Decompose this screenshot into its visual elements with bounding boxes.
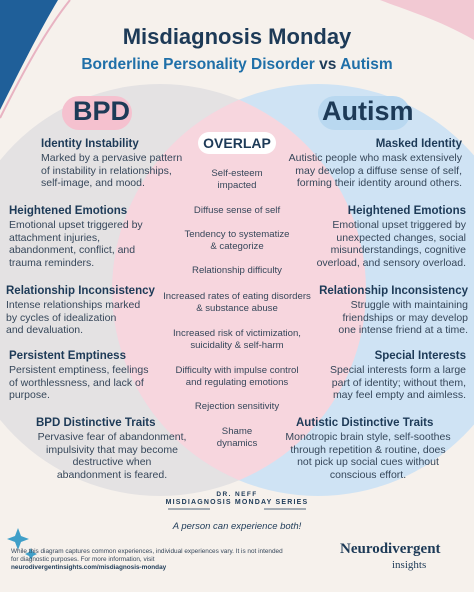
sparkle-icon <box>7 528 37 560</box>
disclaimer-link[interactable]: neurodivergentinsights.com/misdiagnosis-… <box>11 564 167 572</box>
disclaimer: While this diagram captures common exper… <box>11 548 291 573</box>
bpd-item-title: BPD Distinctive Traits <box>36 417 156 429</box>
overlap-item: Diffuse sense of self <box>193 205 281 216</box>
overlap-item: Self-esteem impacted <box>211 168 263 191</box>
subtitle-vs: vs <box>319 56 337 73</box>
autism-item-title: Heightened Emotions <box>347 205 466 217</box>
series-author: DR. NEFF <box>216 491 258 498</box>
bpd-item-text: Intense relationships marked by cycles of… <box>6 299 141 337</box>
overlap-label: OVERLAP <box>198 132 276 154</box>
autism-item-text: Struggle with maintaining friendships or … <box>338 299 468 337</box>
corner-swoosh <box>0 0 58 110</box>
autism-label: Autism <box>322 96 414 126</box>
bpd-item-title: Relationship Inconsistency <box>6 285 155 297</box>
corner-swoosh-right <box>380 0 474 40</box>
tagline: A person can experience both! <box>172 521 302 532</box>
overlap-item: Rejection sensitivity <box>194 401 280 412</box>
overlap-item: Increased rates of eating disorders & sub… <box>163 291 311 314</box>
bpd-label-pill <box>62 96 132 130</box>
overlap-item: Difficulty with impulse control and regul… <box>175 365 299 388</box>
subtitle-autism: Autism <box>340 56 393 73</box>
autism-item-title: Relationship Inconsistency <box>319 285 468 297</box>
logo-wordmark: Neurodivergent <box>340 541 441 557</box>
autism-label-pill <box>318 96 410 130</box>
autism-item-title: Special Interests <box>374 350 466 362</box>
page-title: Misdiagnosis Monday <box>122 24 352 49</box>
overlap-item: Relationship difficulty <box>192 265 282 276</box>
bpd-item-text: Pervasive fear of abandonment, impulsivit… <box>37 431 187 481</box>
bpd-item-text: Persistent emptiness, feelings of worthle… <box>9 364 149 402</box>
autism-item-title: Autistic Distinctive Traits <box>296 417 434 429</box>
bpd-item-title: Heightened Emotions <box>9 205 128 217</box>
bpd-item-text: Emotional upset triggered by attachment i… <box>9 219 143 269</box>
bpd-item-title: Persistent Emptiness <box>9 350 126 362</box>
autism-item-text: Emotional upset triggered by unexpected c… <box>316 219 466 269</box>
disclaimer-text: While this diagram captures common exper… <box>11 548 283 564</box>
autism-item-text: Monotropic brain style, self-soothes thro… <box>285 431 451 481</box>
overlap-region <box>112 84 366 496</box>
corner-swoosh-line <box>0 0 71 119</box>
overlap-item: Shame dynamics <box>216 426 258 449</box>
series-name: MISDIAGNOSIS MONDAY SERIES <box>165 499 309 506</box>
bpd-item-title: Identity Instability <box>41 138 139 150</box>
bpd-label: BPD <box>73 96 131 126</box>
overlap-item: Increased risk of victimization, suicidal… <box>173 328 301 351</box>
page-subtitle: Borderline Personality Disorder vs Autis… <box>0 56 474 74</box>
logo-subtext: insights <box>392 559 427 571</box>
overlap-item: Tendency to systematize & categorize <box>184 229 290 252</box>
subtitle-bpd: Borderline Personality Disorder <box>81 56 315 73</box>
autism-item-text: Special interests form a large part of id… <box>330 364 466 402</box>
autism-item-text: Autistic people who mask extensively may … <box>288 152 462 190</box>
bpd-item-text: Marked by a pervasive pattern of instabil… <box>41 152 183 190</box>
autism-item-title: Masked Identity <box>375 138 462 150</box>
